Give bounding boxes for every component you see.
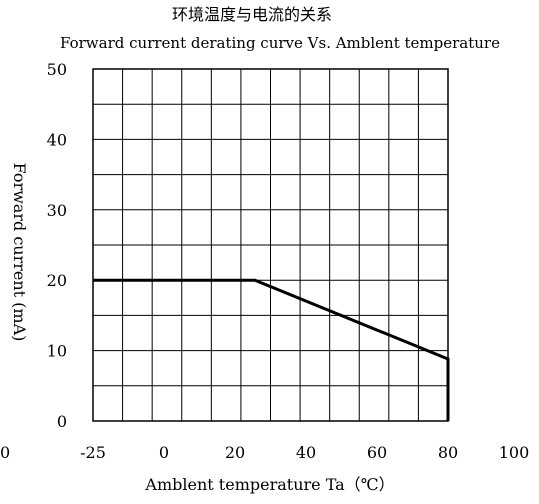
x-tick-label: 80 bbox=[438, 443, 458, 462]
y-tick-labels: 0 10 20 30 40 50 bbox=[47, 60, 67, 431]
x-tick-label: 20 bbox=[225, 443, 245, 462]
x-tick-labels: -25 0 20 40 60 80 100 bbox=[80, 443, 529, 462]
x-tick-label: -25 bbox=[80, 443, 106, 462]
chart-subtitle: Forward current derating curve Vs. Amble… bbox=[60, 34, 500, 52]
x-tick-label: 60 bbox=[367, 443, 387, 462]
y-tick-label: 20 bbox=[47, 271, 67, 290]
y-tick-label: 40 bbox=[47, 130, 67, 149]
y-tick-label: 30 bbox=[47, 201, 67, 220]
x-tick-label: 100 bbox=[499, 443, 530, 462]
y-tick-label: 10 bbox=[47, 342, 67, 361]
y-tick-label: 0 bbox=[57, 412, 67, 431]
grid bbox=[93, 69, 448, 421]
y-axis-label: Forward current (mA) bbox=[10, 163, 29, 342]
series-layer bbox=[93, 278, 450, 421]
series-line bbox=[93, 278, 450, 421]
x-axis-label: Amblent temperature Ta（℃） bbox=[144, 475, 394, 494]
y-tick-label: 50 bbox=[47, 60, 67, 79]
x-extra-tick-label: 0 bbox=[0, 443, 10, 462]
x-tick-label: 0 bbox=[159, 443, 169, 462]
x-tick-label: 40 bbox=[296, 443, 316, 462]
chart-title: 环境温度与电流的关系 bbox=[172, 5, 332, 24]
